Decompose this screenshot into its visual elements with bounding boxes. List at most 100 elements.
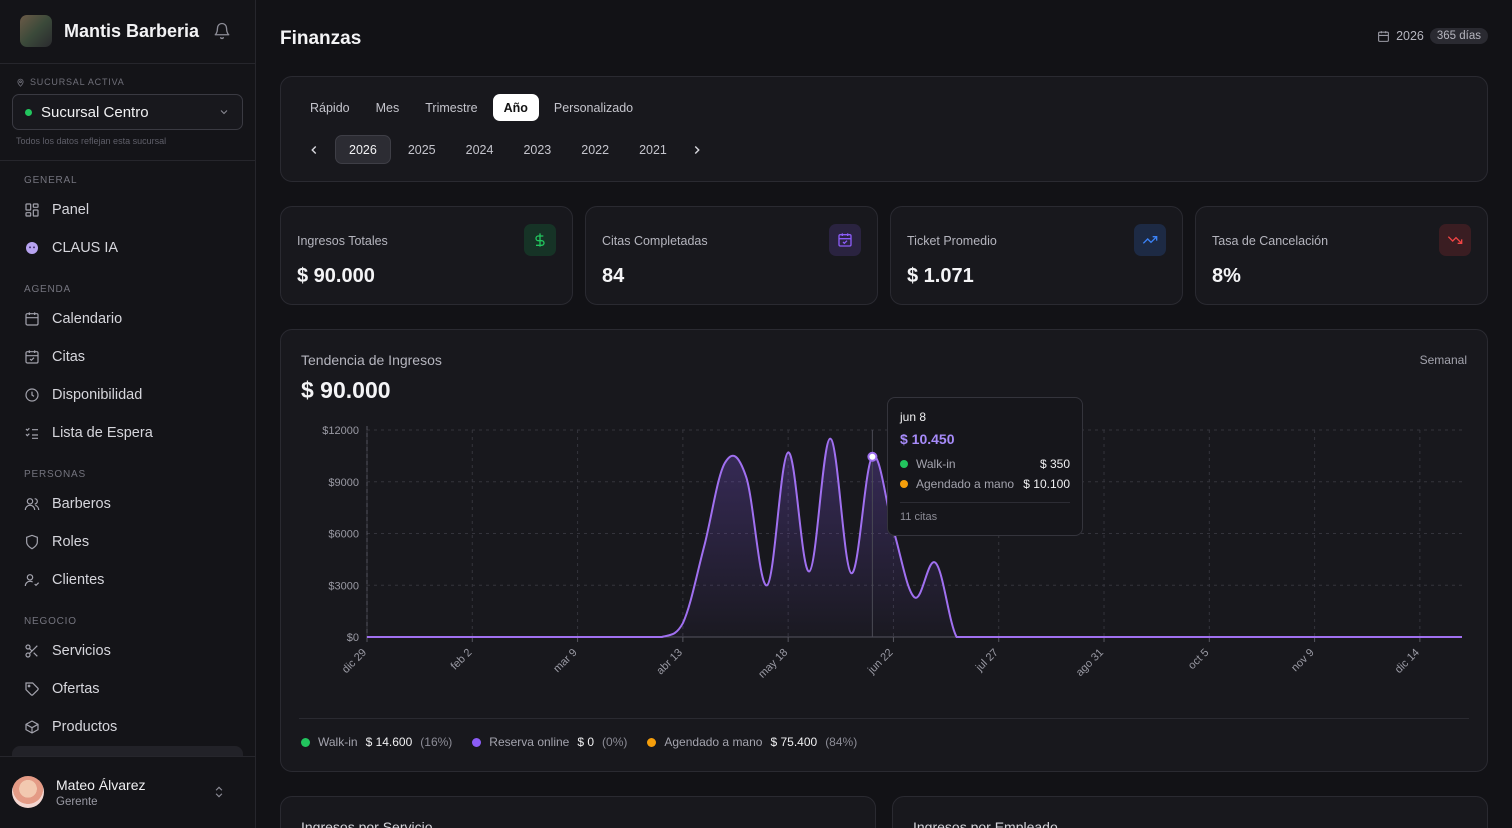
prev-year-button[interactable] <box>301 137 327 163</box>
divider <box>0 160 256 161</box>
branch-caption: SUCURSAL ACTIVA <box>16 77 125 87</box>
trending-up-icon <box>1134 224 1166 256</box>
sidebar-item-label: Roles <box>52 534 90 550</box>
kpi-value: 8% <box>1212 265 1241 287</box>
tooltip-amount: $ 350 <box>1039 457 1070 471</box>
year-option-2023[interactable]: 2023 <box>523 142 552 157</box>
sidebar-item-barberos[interactable]: Barberos <box>12 487 244 521</box>
legend-dot <box>900 480 908 488</box>
revenue-trend-card: Tendencia de Ingresos $ 90.000 Semanal $… <box>280 329 1488 772</box>
tooltip-count: 11 citas <box>900 511 938 523</box>
legend-walkin[interactable]: Walk-in $ 14.600 (16%) <box>301 735 452 749</box>
staff-revenue-card: Ingresos por Empleado <box>892 796 1488 828</box>
user-check-icon <box>24 572 40 588</box>
legend-dot <box>472 737 482 747</box>
sidebar-item-espera[interactable]: Lista de Espera <box>12 416 244 450</box>
x-tick-label: ago 31 <box>1074 647 1106 679</box>
kpi-ingresos: Ingresos Totales $ 90.000 <box>280 206 573 305</box>
legend-amount: $ 14.600 <box>365 735 413 749</box>
sidebar-item-ofertas[interactable]: Ofertas <box>12 672 244 706</box>
next-year-button[interactable] <box>684 137 710 163</box>
services-revenue-card: Ingresos por Servicio <box>280 796 876 828</box>
tooltip-label: Walk-in <box>916 457 956 471</box>
x-tick-label: dic 14 <box>1393 647 1422 676</box>
tooltip-date: jun 8 <box>900 410 927 424</box>
tab-mes[interactable]: Mes <box>375 100 400 115</box>
chart-tooltip: jun 8 $ 10.450 Walk-in $ 350 Agendado a … <box>887 397 1083 536</box>
sidebar-item-partial[interactable] <box>12 746 243 756</box>
kpi-label: Ingresos Totales <box>297 234 388 248</box>
year-option-2024[interactable]: 2024 <box>465 142 494 157</box>
divider <box>299 718 1469 719</box>
divider <box>0 63 256 64</box>
sidebar-item-label: Barberos <box>52 496 111 512</box>
x-tick-label: oct 5 <box>1186 647 1211 672</box>
chevron-right-icon <box>694 145 700 154</box>
sidebar-item-label: Citas <box>52 349 86 365</box>
calendar-check-icon <box>24 349 40 365</box>
sidebar-item-disponibilidad[interactable]: Disponibilidad <box>12 378 244 412</box>
sidebar-item-panel[interactable]: Panel <box>12 193 244 227</box>
y-tick-label: $3000 <box>328 580 359 592</box>
chart-period[interactable]: Semanal <box>1419 353 1467 367</box>
avatar <box>12 776 44 808</box>
tooltip-row-walkin: Walk-in $ 350 <box>900 456 1070 472</box>
legend-manual[interactable]: Agendado a mano $ 75.400 (84%) <box>647 735 857 749</box>
tab-rapido[interactable]: Rápido <box>310 100 350 115</box>
sidebar-item-label: CLAUS IA <box>52 240 119 256</box>
section-general: GENERAL <box>24 175 78 186</box>
branch-note: Todos los datos reflejan esta sucursal <box>16 136 167 146</box>
calendar-check-icon <box>829 224 861 256</box>
year-option-2021[interactable]: 2021 <box>639 142 667 157</box>
user-name: Mateo Álvarez <box>56 776 146 793</box>
kpi-cancelacion: Tasa de Cancelación 8% <box>1195 206 1488 305</box>
legend-dot <box>301 737 310 747</box>
sidebar-item-citas[interactable]: Citas <box>12 340 244 374</box>
tab-ano[interactable]: Año <box>492 94 539 121</box>
branch-select[interactable]: Sucursal Centro <box>12 94 243 130</box>
kpi-value: $ 90.000 <box>297 265 375 287</box>
users-icon <box>24 496 40 512</box>
sidebar-item-roles[interactable]: Roles <box>12 525 244 559</box>
series-line <box>366 437 1462 638</box>
sidebar-item-servicios[interactable]: Servicios <box>12 634 244 668</box>
year-option-2025[interactable]: 2025 <box>407 142 436 157</box>
sidebar-item-clientes[interactable]: Clientes <box>12 563 244 597</box>
year-label: 2026 <box>1396 29 1424 43</box>
kpi-value: $ 1.071 <box>907 265 974 287</box>
x-tick-label: dic 29 <box>340 647 369 676</box>
kpi-value: 84 <box>602 265 625 287</box>
legend-name: Walk-in <box>318 735 358 749</box>
ai-bot-icon <box>24 240 40 256</box>
bell-icon[interactable] <box>213 22 231 40</box>
revenue-trend-chart[interactable]: $0 $3000 $6000 $9000 $12000 dic 29 feb 2 mar 9 a… <box>281 330 1487 715</box>
pin-icon <box>17 78 24 87</box>
sidebar-item-productos[interactable]: Productos <box>12 710 244 744</box>
chart-total: $ 90.000 <box>301 377 391 403</box>
chart-title: Tendencia de Ingresos <box>301 352 442 368</box>
legend-dot <box>900 460 908 468</box>
sidebar-item-claus[interactable]: CLAUS IA <box>12 231 244 265</box>
year-option-2022[interactable]: 2022 <box>581 142 610 157</box>
tab-personalizado[interactable]: Personalizado <box>553 100 634 115</box>
legend-name: Reserva online <box>489 735 570 749</box>
kpi-label: Citas Completadas <box>602 234 708 248</box>
tooltip-amount: $ 10.100 <box>1023 477 1070 491</box>
branch-name: Sucursal Centro <box>41 103 149 121</box>
user-menu[interactable]: Mateo Álvarez Gerente <box>12 776 244 808</box>
tooltip-label: Agendado a mano <box>916 477 1015 491</box>
section-personas: PERSONAS <box>24 469 86 480</box>
shield-icon <box>24 534 40 550</box>
tab-trimestre[interactable]: Trimestre <box>425 100 478 115</box>
divider <box>900 502 1070 503</box>
year-selector: 2026 2025 2024 2023 2022 2021 <box>301 135 710 164</box>
legend-percent: (16%) <box>420 735 453 749</box>
branch-caption-text: SUCURSAL ACTIVA <box>30 77 125 87</box>
brand[interactable]: Mantis Barberia <box>20 15 235 47</box>
sidebar-item-calendario[interactable]: Calendario <box>12 302 244 336</box>
legend-name: Agendado a mano <box>664 735 763 749</box>
calendar-icon <box>1378 30 1389 42</box>
year-option-2026[interactable]: 2026 <box>335 135 391 164</box>
legend-online[interactable]: Reserva online $ 0 (0%) <box>472 735 627 749</box>
sidebar-item-label: Disponibilidad <box>52 387 143 403</box>
